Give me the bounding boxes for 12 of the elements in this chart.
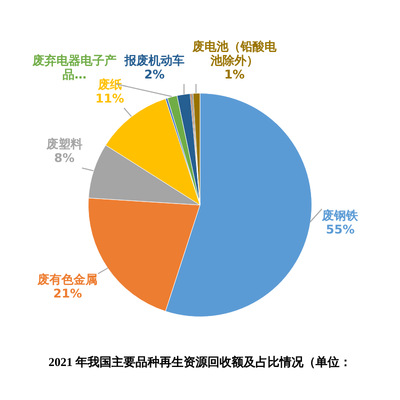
- slice-label: 废有色金属: [36, 272, 98, 287]
- data-label: 8%: [54, 150, 74, 165]
- data-label: 2%: [144, 67, 165, 82]
- text: 2021 年我国主要品种再生资源回收额及占比情况（单位：: [48, 354, 352, 371]
- data-label: 1%: [224, 67, 245, 82]
- slice-label: 废电池（铅酸电池除外）: [191, 39, 278, 68]
- slice-label: 报废机动车: [123, 53, 184, 68]
- data-label: 11%: [95, 91, 124, 106]
- data-label: 21%: [53, 286, 82, 301]
- slice-label: 废塑料: [45, 136, 82, 151]
- data-label: 55%: [326, 222, 355, 236]
- slice-label: 废钢铁: [321, 208, 360, 222]
